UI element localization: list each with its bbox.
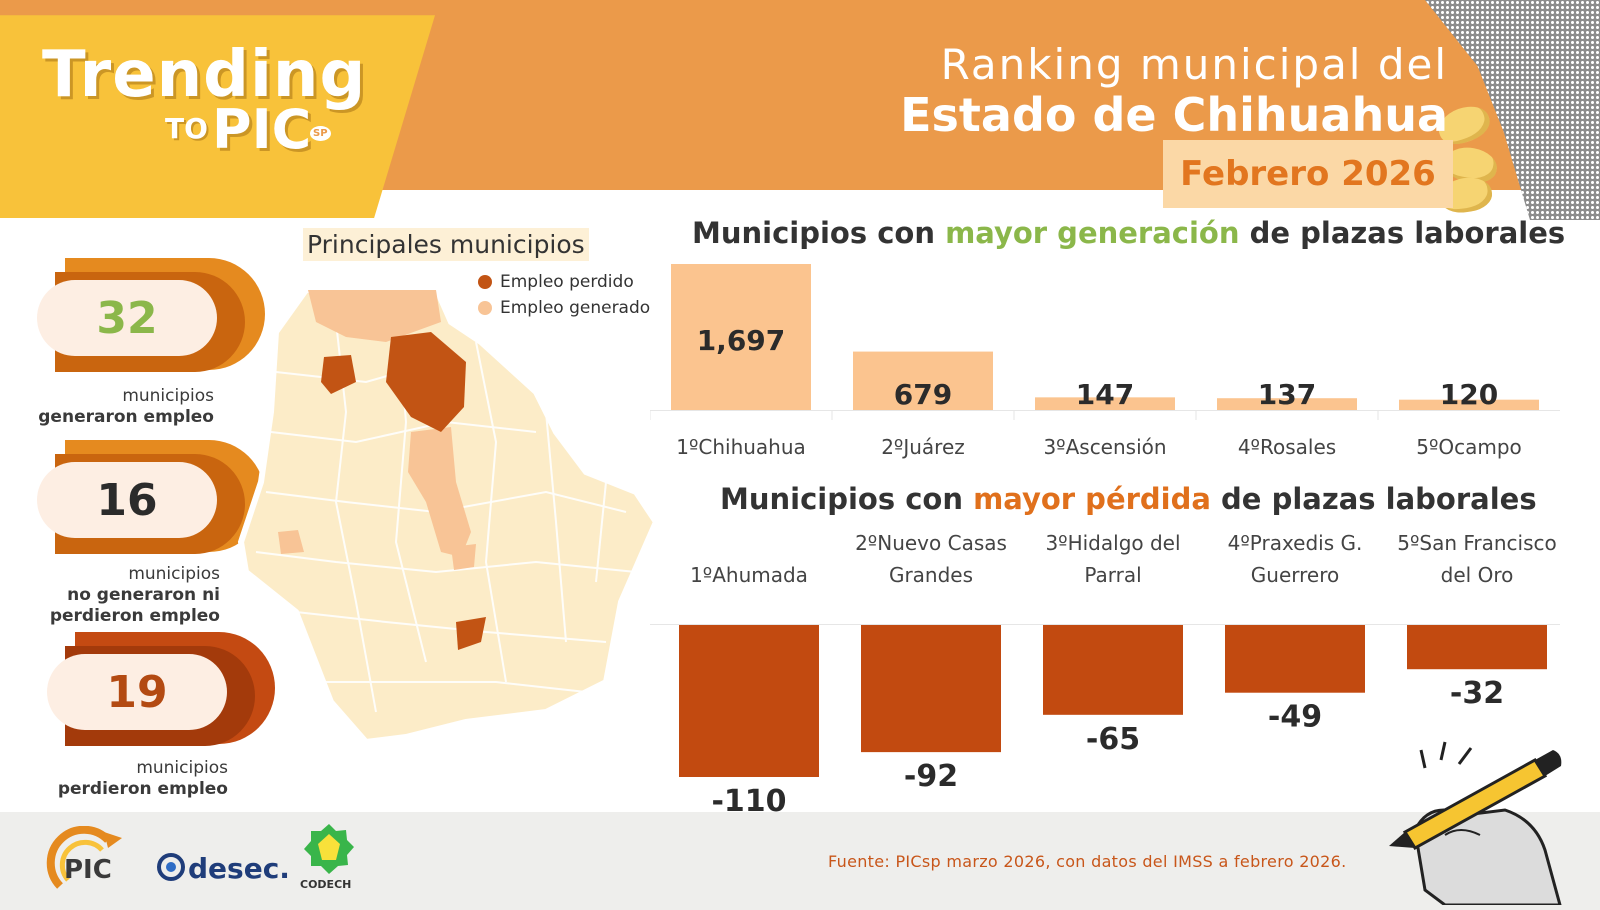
codech-logo-text: CODECH [300,878,352,891]
trending-logo-word: Trending [42,38,367,112]
stat-label-neutral: municipios no generaron ni perdieron emp… [49,564,220,626]
pic-logo-text: PIC [64,855,112,885]
month-badge: Febrero 2026 [1163,140,1453,208]
gain-bar [671,264,811,410]
loss-bar [1407,625,1547,670]
desec-logo-text: desec. [188,852,290,885]
pic-logo: PIC [46,826,122,889]
loss-bar-chart: 1ºAhumada -110 2ºNuevo Casas Grandes -92 3ºHi… [650,531,1560,812]
trending-logo-pic: PIC [212,98,312,161]
municipality-generated [308,290,441,342]
codech-logo-icon [304,824,354,874]
trending-logo-to: TO [165,112,208,145]
loss-category-label: del Oro [1441,563,1514,587]
loss-value-label: -49 [1268,700,1322,735]
loss-category-label: Grandes [889,563,973,587]
gain-chart-title: Municipios con mayor generación de plaza… [692,216,1566,250]
loss-value-label: -110 [711,784,786,812]
gain-category-label: 1ºChihuahua [676,435,806,459]
municipality-lost [321,355,356,394]
gain-category-label: 2ºJuárez [881,435,965,459]
loss-category-label: Parral [1084,563,1141,587]
pic-logo-arc [46,826,111,889]
stat-label-lost: municipios perdieron empleo [57,758,228,799]
loss-bar [861,625,1001,753]
municipality-generated [278,530,304,554]
loss-value-label: -92 [904,759,958,794]
municipality-lost [386,332,466,432]
footer [0,812,1600,910]
municipality-generated [451,544,476,570]
desec-logo-icon [157,853,185,881]
gain-bar [1035,397,1175,410]
loss-category-label: 2ºNuevo Casas [855,531,1007,555]
loss-category-label: 3ºHidalgo del [1045,531,1180,555]
motion-lines [1419,741,1473,769]
loss-category-label: 1ºAhumada [690,563,808,587]
gain-category-label: 3ºAscensión [1043,435,1166,459]
gain-category-label: 4ºRosales [1238,435,1336,459]
loss-category-label: Guerrero [1251,563,1339,587]
gain-category-label: 5ºOcampo [1416,435,1522,459]
page-title-line1: Ranking municipal del [940,40,1448,89]
stat-label-generated: municipios generaron empleo [38,386,214,427]
loss-value-label: -32 [1450,676,1504,711]
gain-value-label: 137 [1258,378,1316,411]
stat-value-neutral: 16 [37,462,217,538]
gain-bar-chart: 1,697 1ºChihuahua 679 2ºJuárez 147 3ºAscensió… [650,264,1560,459]
pen-icon [1389,750,1562,851]
legend-swatch-lost [478,275,492,289]
legend-swatch-generated [478,301,492,315]
gain-value-label: 147 [1076,378,1134,411]
map-title: Principales municipios [303,228,589,261]
trending-logo-sp: SP [310,126,331,141]
loss-bar [1043,625,1183,715]
municipality-lost [456,617,486,650]
loss-bar [679,625,819,777]
trending-panel [0,15,435,218]
loss-chart-title: Municipios con mayor pérdida de plazas l… [720,482,1537,516]
loss-category-label: 5ºSan Francisco [1397,531,1557,555]
page-title-line2: Estado de Chihuahua [900,88,1448,142]
chihuahua-map [237,284,660,746]
stat-value-generated: 32 [37,280,217,356]
stat-value-lost: 19 [47,654,227,730]
pic-logo-arc-inner [59,839,104,882]
loss-value-label: -65 [1086,722,1140,757]
gain-value-label: 1,697 [697,324,786,357]
loss-category-label: 4ºPraxedis G. [1228,531,1363,555]
gain-bar [853,351,993,410]
gain-value-label: 679 [894,378,952,411]
pic-logo-arrow [104,832,122,848]
municipality-generated [408,427,471,557]
gain-bar [1399,399,1539,410]
legend-item-generated: Empleo generado [478,298,650,318]
gain-bar [1217,398,1357,410]
loss-bar [1225,625,1365,693]
legend-item-lost: Empleo perdido [478,272,634,292]
gain-value-label: 120 [1440,378,1498,411]
source-note: Fuente: PICsp marzo 2026, con datos del … [828,852,1347,871]
hand-with-pen-illustration [1389,741,1562,905]
